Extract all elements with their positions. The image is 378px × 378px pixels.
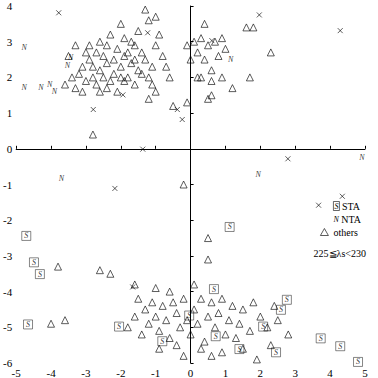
svg-text:S: S: [279, 305, 283, 314]
svg-text:-4: -4: [46, 367, 56, 378]
svg-text:NTA: NTA: [339, 214, 362, 225]
svg-text:S: S: [334, 202, 338, 211]
svg-text:S: S: [117, 322, 121, 331]
svg-text:S: S: [24, 231, 28, 240]
svg-text:STA: STA: [339, 201, 360, 212]
svg-text:N: N: [37, 83, 44, 92]
svg-text:N: N: [51, 87, 58, 96]
svg-text:-2: -2: [116, 367, 125, 378]
svg-text:S: S: [261, 322, 265, 331]
svg-text:-6: -6: [3, 357, 13, 369]
svg-text:N: N: [333, 214, 339, 224]
svg-text:-2: -2: [3, 214, 12, 226]
svg-text:N: N: [21, 43, 28, 52]
svg-text:N: N: [64, 61, 71, 70]
svg-text:S: S: [338, 342, 342, 351]
svg-text:N: N: [227, 55, 234, 64]
svg-text:S: S: [285, 295, 289, 304]
svg-text:-3: -3: [3, 250, 13, 262]
svg-text:-5: -5: [12, 367, 22, 378]
svg-text:N: N: [67, 53, 74, 62]
svg-text:N: N: [47, 80, 53, 90]
svg-text:2: 2: [258, 367, 264, 378]
svg-text:-1: -1: [151, 367, 160, 378]
svg-text:others: others: [333, 227, 358, 238]
svg-text:1: 1: [7, 107, 13, 119]
svg-text:0: 0: [188, 367, 194, 378]
svg-text:3: 3: [7, 36, 13, 48]
svg-text:S: S: [274, 348, 278, 357]
svg-text:225≦λs<230: 225≦λs<230: [314, 248, 366, 259]
svg-text:S: S: [237, 345, 241, 354]
svg-text:-1: -1: [3, 179, 12, 191]
svg-text:S: S: [187, 311, 191, 320]
svg-text:0: 0: [7, 143, 13, 155]
svg-text:4: 4: [327, 367, 333, 378]
svg-text:5: 5: [362, 367, 368, 378]
svg-text:N: N: [358, 153, 365, 162]
svg-text:S: S: [228, 222, 232, 231]
svg-text:S: S: [32, 258, 36, 267]
svg-text:N: N: [21, 83, 28, 92]
svg-text:S: S: [160, 337, 164, 346]
svg-text:S: S: [319, 334, 323, 343]
svg-text:-4: -4: [3, 286, 13, 298]
svg-text:N: N: [58, 174, 65, 183]
svg-text:4: 4: [7, 0, 13, 12]
svg-text:S: S: [212, 285, 216, 294]
svg-text:S: S: [214, 332, 218, 341]
svg-text:S: S: [26, 320, 30, 329]
svg-text:2: 2: [7, 71, 13, 83]
svg-text:1: 1: [223, 367, 229, 378]
svg-text:N: N: [255, 170, 262, 179]
svg-text:-5: -5: [3, 321, 13, 333]
svg-text:S: S: [356, 357, 360, 366]
svg-text:-3: -3: [81, 367, 91, 378]
svg-text:3: 3: [292, 367, 298, 378]
svg-text:S: S: [38, 270, 42, 279]
